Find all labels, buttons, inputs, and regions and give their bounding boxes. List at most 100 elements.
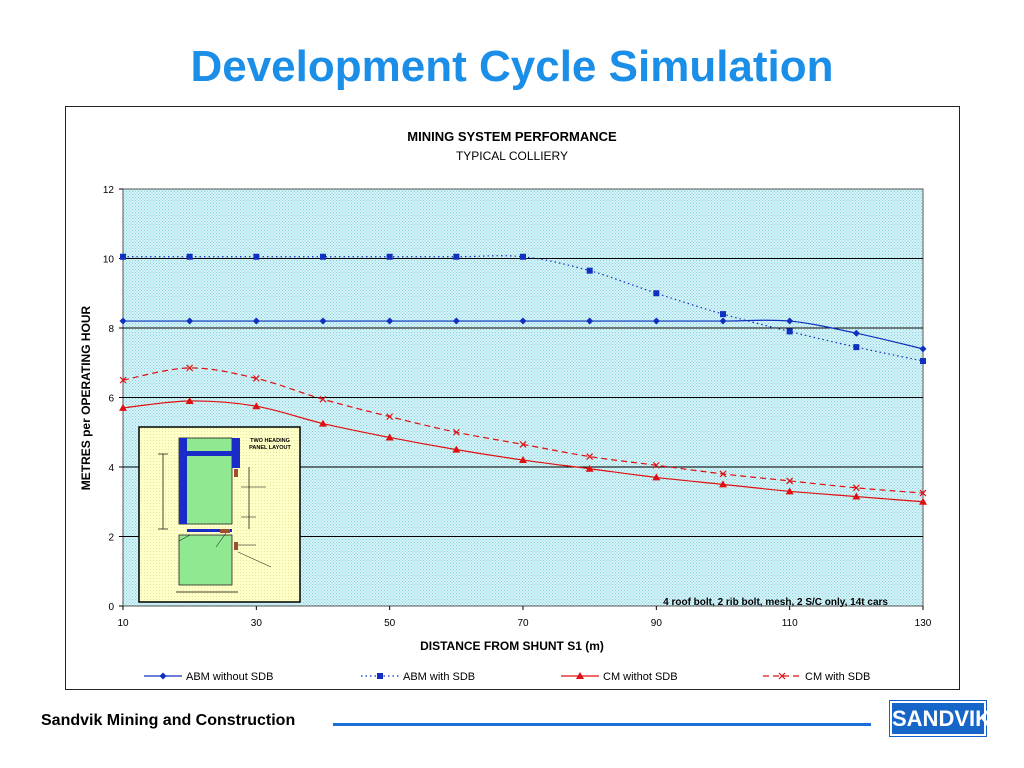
inset-title-2: PANEL LAYOUT bbox=[249, 445, 291, 451]
data-point bbox=[452, 317, 460, 325]
footer-company: Sandvik Mining and Construction bbox=[41, 712, 296, 729]
y-tick-label: 6 bbox=[108, 394, 114, 405]
data-point bbox=[319, 317, 327, 325]
data-point bbox=[785, 487, 794, 495]
legend-marker bbox=[778, 672, 786, 680]
chart-frame: MINING SYSTEM PERFORMANCE TYPICAL COLLIE… bbox=[65, 106, 960, 690]
line-chart: MINING SYSTEM PERFORMANCE TYPICAL COLLIE… bbox=[79, 129, 932, 683]
y-axis: 0 2 4 6 8 10 12 bbox=[103, 185, 123, 613]
legend-label: CM withot SDB bbox=[603, 671, 678, 683]
data-point bbox=[853, 344, 860, 351]
data-point bbox=[919, 497, 927, 505]
chart-title: MINING SYSTEM PERFORMANCE bbox=[407, 129, 617, 144]
legend: ABM without SDB ABM with SDB CM withot SDB… bbox=[144, 671, 870, 683]
panel-layout-inset: TWO HEADING PANEL LAYOUT bbox=[138, 426, 301, 603]
x-axis-label: DISTANCE FROM SHUNT S1 (m) bbox=[420, 639, 604, 653]
data-point bbox=[319, 395, 327, 403]
data-point bbox=[119, 376, 127, 384]
legend-item-2: CM withot SDB bbox=[561, 671, 678, 683]
x-tick-label: 70 bbox=[517, 618, 529, 629]
y-tick-label: 10 bbox=[103, 255, 115, 266]
data-point bbox=[252, 402, 261, 410]
data-point bbox=[719, 470, 727, 478]
slide-title: Development Cycle Simulation bbox=[190, 42, 834, 91]
data-point bbox=[452, 445, 461, 453]
data-point bbox=[320, 253, 326, 260]
series-group bbox=[119, 253, 927, 505]
chart-annotation: 4 roof bolt, 2 rib bolt, mesh, 2 S/C onl… bbox=[663, 597, 888, 608]
data-point bbox=[186, 317, 194, 325]
data-point bbox=[585, 464, 594, 472]
series-3 bbox=[119, 364, 927, 497]
legend-marker bbox=[377, 673, 383, 679]
data-point bbox=[186, 364, 194, 372]
data-point bbox=[919, 489, 927, 497]
data-point bbox=[586, 453, 594, 460]
data-point bbox=[186, 253, 193, 260]
x-tick-label: 10 bbox=[117, 618, 129, 629]
data-point bbox=[652, 317, 660, 325]
data-point bbox=[519, 456, 527, 464]
legend-item-1: ABM with SDB bbox=[361, 671, 475, 683]
x-tick-label: 30 bbox=[251, 618, 263, 629]
x-axis: 10 30 50 70 90 110 130 bbox=[117, 606, 932, 629]
legend-label: ABM with SDB bbox=[403, 671, 475, 683]
x-tick-label: 50 bbox=[384, 618, 396, 629]
data-point bbox=[386, 317, 394, 325]
data-point bbox=[519, 317, 527, 325]
series-1 bbox=[120, 253, 926, 365]
y-tick-label: 4 bbox=[108, 463, 114, 474]
series-2 bbox=[119, 396, 927, 505]
data-point bbox=[452, 428, 460, 436]
x-tick-label: 130 bbox=[915, 618, 932, 629]
legend-marker bbox=[576, 672, 584, 679]
data-point bbox=[119, 317, 127, 325]
data-point bbox=[919, 345, 927, 353]
y-tick-label: 12 bbox=[103, 185, 115, 196]
legend-marker bbox=[159, 672, 167, 680]
data-point bbox=[720, 311, 726, 318]
data-point bbox=[252, 317, 260, 325]
data-point bbox=[586, 267, 593, 274]
chart-subtitle: TYPICAL COLLIERY bbox=[456, 149, 568, 163]
data-point bbox=[586, 317, 594, 325]
x-tick-label: 110 bbox=[782, 618, 798, 629]
x-tick-label: 90 bbox=[651, 618, 663, 629]
y-tick-label: 8 bbox=[108, 324, 114, 335]
inset-title-1: TWO HEADING bbox=[250, 438, 290, 444]
data-point bbox=[852, 492, 861, 500]
data-point bbox=[920, 358, 926, 365]
data-point bbox=[385, 433, 394, 441]
y-tick-label: 2 bbox=[108, 533, 114, 544]
sandvik-logo: SANDVIK bbox=[889, 700, 991, 737]
data-point bbox=[719, 317, 727, 325]
y-axis-label: METRES per OPERATING HOUR bbox=[79, 305, 93, 490]
legend-item-0: ABM without SDB bbox=[144, 671, 273, 683]
data-point bbox=[852, 484, 860, 492]
data-point bbox=[453, 253, 460, 260]
data-point bbox=[520, 253, 526, 260]
data-point bbox=[253, 253, 260, 260]
data-point bbox=[719, 480, 727, 488]
data-point bbox=[786, 317, 794, 325]
data-point bbox=[652, 461, 660, 469]
data-point bbox=[786, 477, 794, 485]
logo-text: SANDVIK bbox=[892, 703, 991, 734]
legend-label: ABM without SDB bbox=[186, 671, 273, 683]
data-point bbox=[653, 290, 660, 297]
data-point bbox=[319, 419, 327, 427]
data-point bbox=[852, 329, 860, 337]
data-point bbox=[120, 253, 126, 260]
data-point bbox=[519, 440, 527, 448]
data-point bbox=[185, 396, 194, 404]
legend-label: CM with SDB bbox=[805, 671, 870, 683]
data-point bbox=[252, 374, 260, 382]
y-tick-label: 0 bbox=[108, 602, 114, 613]
series-0 bbox=[119, 317, 927, 353]
footer-divider bbox=[333, 723, 871, 726]
data-point bbox=[119, 403, 127, 411]
data-point bbox=[786, 328, 793, 335]
data-point bbox=[386, 253, 393, 260]
legend-item-3: CM with SDB bbox=[763, 671, 870, 683]
data-point bbox=[652, 473, 661, 481]
